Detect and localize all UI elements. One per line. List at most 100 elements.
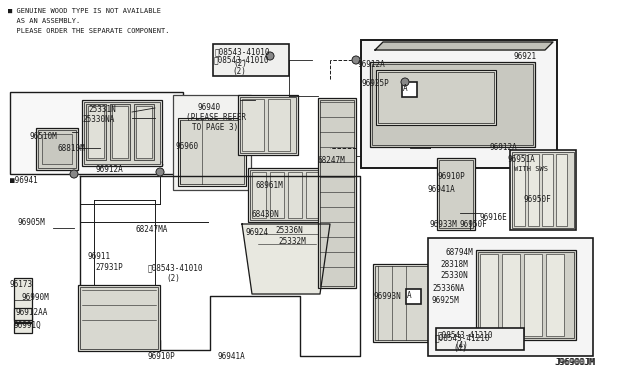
- Bar: [213, 44, 289, 76]
- Text: 96905M: 96905M: [18, 218, 45, 227]
- Text: A: A: [403, 84, 408, 93]
- Bar: [375, 266, 431, 340]
- Text: (4): (4): [453, 344, 467, 353]
- Text: 68247M: 68247M: [318, 156, 346, 165]
- Bar: [288, 172, 302, 218]
- Bar: [436, 328, 524, 350]
- Bar: [134, 104, 154, 160]
- Bar: [112, 106, 128, 158]
- Bar: [268, 99, 290, 151]
- Text: 96912AA: 96912AA: [16, 308, 49, 317]
- Bar: [270, 172, 284, 218]
- Text: 96940: 96940: [198, 103, 221, 112]
- Text: ■96941: ■96941: [10, 176, 38, 185]
- Text: 25332M: 25332M: [278, 237, 306, 246]
- Text: 96910P: 96910P: [437, 172, 465, 181]
- Bar: [136, 106, 152, 158]
- Text: 96911: 96911: [88, 252, 111, 261]
- Bar: [480, 254, 498, 336]
- Text: 96960: 96960: [175, 142, 198, 151]
- Bar: [86, 104, 106, 160]
- Bar: [428, 238, 593, 356]
- Bar: [14, 308, 32, 320]
- Text: 96941A: 96941A: [428, 185, 456, 194]
- Bar: [88, 106, 104, 158]
- Polygon shape: [242, 224, 330, 294]
- Text: 96993N: 96993N: [374, 292, 402, 301]
- Text: 68430N: 68430N: [252, 210, 280, 219]
- Text: 96990M: 96990M: [22, 293, 50, 302]
- Bar: [82, 100, 162, 166]
- Text: A: A: [407, 291, 412, 300]
- Text: (2): (2): [232, 67, 246, 76]
- Text: 96916E: 96916E: [480, 213, 508, 222]
- Bar: [514, 154, 525, 226]
- Text: 25336N: 25336N: [275, 226, 303, 235]
- Text: 27931P: 27931P: [95, 263, 123, 272]
- Text: 25331N: 25331N: [88, 105, 116, 114]
- Bar: [84, 102, 160, 164]
- Text: (2): (2): [166, 274, 180, 283]
- Text: Ⓝ08543-41010: Ⓝ08543-41010: [215, 47, 271, 56]
- Bar: [110, 104, 130, 160]
- Bar: [306, 172, 320, 218]
- Bar: [476, 250, 576, 340]
- Text: Ⓝ08543-41010: Ⓝ08543-41010: [148, 263, 204, 272]
- Bar: [178, 118, 246, 186]
- Circle shape: [352, 56, 360, 64]
- Text: J96900JM: J96900JM: [555, 358, 595, 367]
- Bar: [318, 98, 356, 288]
- Text: 25336NA: 25336NA: [432, 284, 465, 293]
- Bar: [242, 99, 264, 151]
- Bar: [510, 150, 576, 230]
- Text: 96173: 96173: [10, 280, 33, 289]
- Text: 96921: 96921: [513, 52, 536, 61]
- Text: 28318M: 28318M: [440, 260, 468, 269]
- Bar: [478, 252, 574, 338]
- Bar: [502, 254, 520, 336]
- Text: 68961M: 68961M: [256, 181, 284, 190]
- Bar: [370, 62, 535, 147]
- Text: (4): (4): [454, 341, 468, 350]
- Circle shape: [401, 78, 409, 86]
- Text: TO PAGE 3): TO PAGE 3): [192, 123, 238, 132]
- Bar: [372, 64, 533, 145]
- Text: 96991Q: 96991Q: [14, 321, 42, 330]
- Circle shape: [266, 52, 274, 60]
- Text: AS AN ASSEMBLY.: AS AN ASSEMBLY.: [8, 18, 80, 24]
- Text: 68810M: 68810M: [58, 144, 86, 153]
- Text: (2): (2): [233, 59, 247, 68]
- Bar: [10, 92, 183, 174]
- Text: 96941A: 96941A: [218, 352, 246, 361]
- Text: 96925P: 96925P: [361, 79, 388, 88]
- Bar: [250, 170, 326, 220]
- Bar: [173, 95, 251, 190]
- Bar: [542, 154, 553, 226]
- Bar: [78, 285, 160, 351]
- Text: 68794M: 68794M: [446, 248, 474, 257]
- Text: 96910P: 96910P: [148, 352, 176, 361]
- Text: 96912A: 96912A: [490, 143, 518, 152]
- Bar: [38, 130, 76, 168]
- Bar: [406, 289, 421, 304]
- Bar: [252, 172, 266, 218]
- Bar: [402, 82, 417, 97]
- Polygon shape: [375, 42, 553, 50]
- Bar: [248, 168, 328, 222]
- Text: 96925M: 96925M: [432, 296, 460, 305]
- Bar: [361, 40, 557, 168]
- Bar: [437, 158, 475, 230]
- Text: WITH SWS: WITH SWS: [514, 166, 548, 172]
- Text: PLEASE ORDER THE SEPARATE COMPONENT.: PLEASE ORDER THE SEPARATE COMPONENT.: [8, 28, 170, 34]
- Text: 68247MA: 68247MA: [135, 225, 168, 234]
- Text: 96912A: 96912A: [95, 165, 123, 174]
- Text: 96924: 96924: [245, 228, 268, 237]
- Bar: [14, 278, 32, 322]
- Bar: [528, 154, 539, 226]
- Text: (PLEASE REFER: (PLEASE REFER: [186, 113, 246, 122]
- Bar: [320, 100, 354, 286]
- Text: Ⓝ08543-41210: Ⓝ08543-41210: [438, 330, 493, 339]
- Bar: [556, 154, 567, 226]
- Text: 96933M: 96933M: [430, 220, 458, 229]
- Text: 25330NA: 25330NA: [82, 115, 115, 124]
